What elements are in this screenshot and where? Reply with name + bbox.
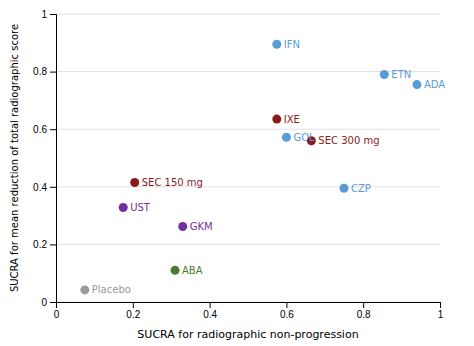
grid-line bbox=[56, 129, 440, 130]
tick-label: 0 bbox=[41, 297, 47, 308]
tick-mark bbox=[50, 187, 56, 188]
tick-label: 0.2 bbox=[126, 309, 140, 320]
point bbox=[171, 266, 180, 275]
grid-line bbox=[56, 14, 440, 15]
point-label: IFN bbox=[284, 39, 300, 50]
tick-label: 0.8 bbox=[357, 309, 371, 320]
tick: 0.6 bbox=[33, 124, 56, 135]
grid bbox=[56, 14, 440, 302]
point-label: ABA bbox=[182, 265, 203, 276]
point-label: ADA bbox=[424, 79, 445, 90]
tick-mark bbox=[50, 14, 56, 15]
point-label: ETN bbox=[391, 69, 411, 80]
point bbox=[119, 203, 128, 212]
point bbox=[340, 184, 349, 193]
point bbox=[80, 285, 89, 294]
grid-line bbox=[56, 186, 440, 187]
tick-label: 0.4 bbox=[33, 182, 47, 193]
point-label: GOL bbox=[293, 132, 315, 143]
tick: 0.8 bbox=[33, 66, 56, 77]
tick-label: 1 bbox=[438, 309, 444, 320]
point bbox=[380, 70, 389, 79]
point-label: CZP bbox=[351, 183, 371, 194]
chart: 0 0.2 0.4 0.6 0.8 1 0 0.2 0.4 0.6 0.8 1 IFN ETN ADA IXE… bbox=[0, 0, 474, 346]
tick-mark bbox=[50, 302, 56, 303]
tick: 0.4 bbox=[33, 182, 56, 193]
tick-label: 0.4 bbox=[203, 309, 217, 320]
y-axis: 0 0.2 0.4 0.6 0.8 1 bbox=[33, 9, 56, 308]
point-label: SEC 150 mg bbox=[142, 177, 203, 188]
grid-line bbox=[56, 244, 440, 245]
point-label: GKM bbox=[190, 221, 213, 232]
tick-mark bbox=[210, 302, 211, 308]
tick-mark bbox=[50, 129, 56, 130]
point-labels: IFN ETN ADA IXE GOLSEC 300 mg SEC 150 mg CZP US… bbox=[92, 39, 446, 296]
point-label: SEC 300 mg bbox=[318, 135, 379, 146]
point bbox=[130, 178, 139, 187]
tick: 0.2 bbox=[126, 302, 140, 320]
tick-mark bbox=[50, 244, 56, 245]
tick-mark bbox=[133, 302, 134, 308]
point bbox=[272, 115, 281, 124]
point bbox=[412, 80, 421, 89]
tick: 0 bbox=[41, 297, 56, 308]
tick-label: 0 bbox=[54, 309, 60, 320]
tick-label: 1 bbox=[41, 9, 47, 20]
tick-mark bbox=[440, 302, 441, 308]
x-axis-title: SUCRA for radiographic non-progression bbox=[137, 328, 358, 341]
y-axis-title: SUCRA for mean reduction of total radiog… bbox=[9, 24, 20, 292]
tick: 0 bbox=[54, 302, 60, 320]
tick: 0.4 bbox=[203, 302, 217, 320]
tick-label: 0.8 bbox=[33, 66, 47, 77]
points bbox=[80, 40, 421, 295]
tick-label: 0.6 bbox=[33, 124, 47, 135]
point-label: Placebo bbox=[92, 284, 131, 295]
tick: 0.2 bbox=[33, 239, 56, 250]
tick-mark bbox=[363, 302, 364, 308]
axis-line bbox=[50, 15, 57, 303]
tick: 1 bbox=[438, 302, 444, 320]
point bbox=[178, 222, 187, 231]
tick: 0.8 bbox=[357, 302, 371, 320]
tick-mark bbox=[286, 302, 287, 308]
plot: 0 0.2 0.4 0.6 0.8 1 0 0.2 0.4 0.6 0.8 1 IFN ETN ADA IXE… bbox=[33, 9, 445, 320]
tick: 1 bbox=[41, 9, 56, 20]
axis-line bbox=[57, 303, 441, 309]
x-axis: 0 0.2 0.4 0.6 0.8 1 bbox=[54, 302, 444, 320]
point bbox=[282, 133, 291, 142]
tick-label: 0.2 bbox=[33, 239, 47, 250]
point bbox=[272, 40, 281, 49]
tick: 0.6 bbox=[280, 302, 294, 320]
point-label: IXE bbox=[284, 114, 300, 125]
tick-label: 0.6 bbox=[280, 309, 294, 320]
point-label: UST bbox=[130, 202, 151, 213]
tick-mark bbox=[50, 72, 56, 73]
